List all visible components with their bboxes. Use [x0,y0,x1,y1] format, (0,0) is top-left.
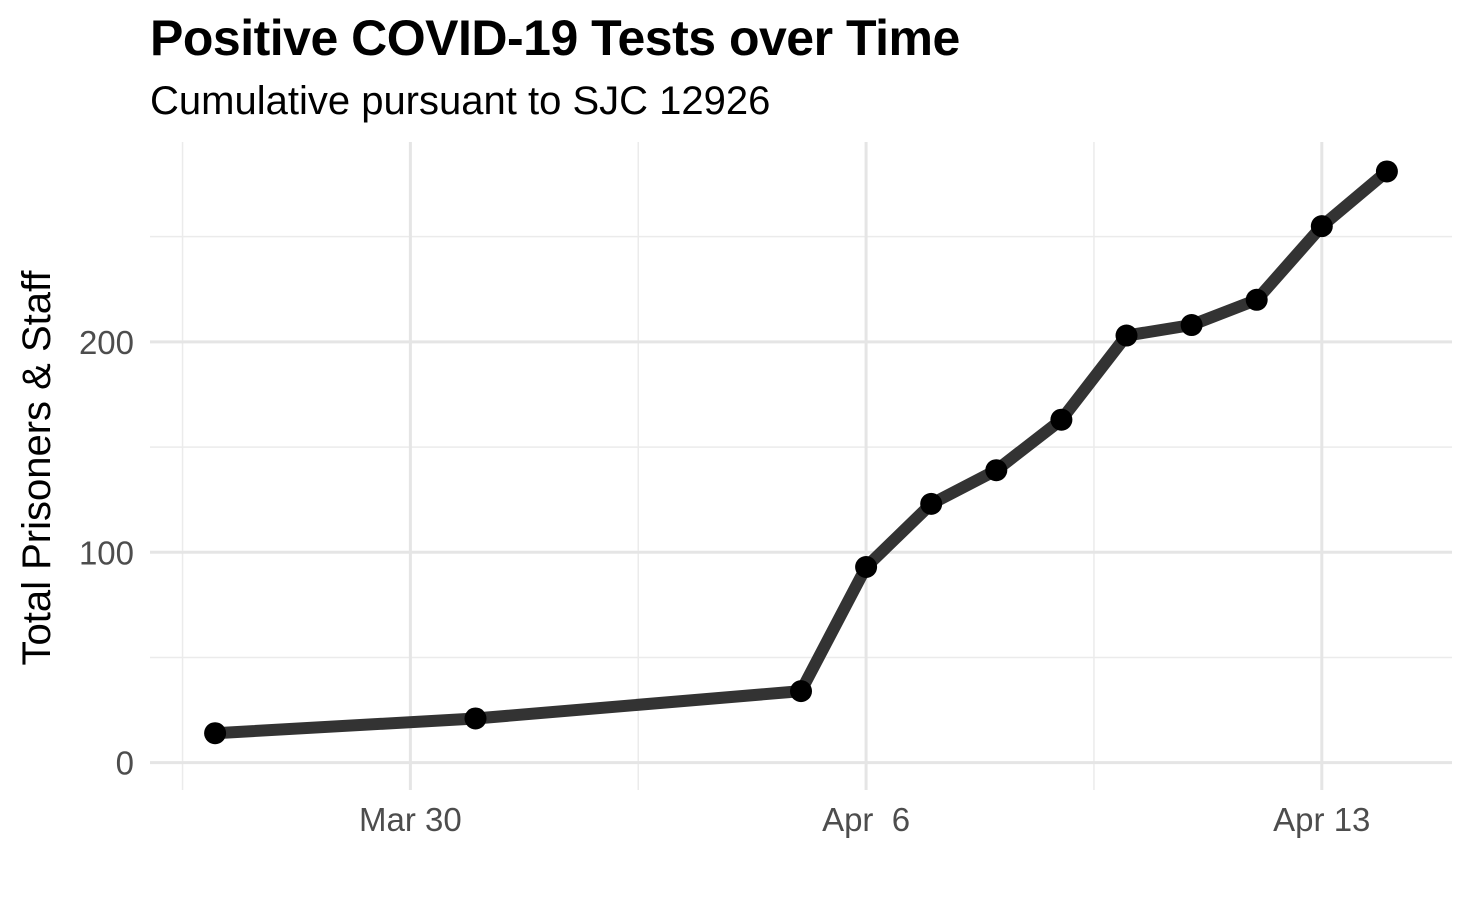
data-point [1050,408,1073,431]
x-tick-label: Apr 6 [822,801,910,838]
data-point [464,707,487,730]
y-axis-title: Total Prisoners & Staff [15,270,59,666]
x-tick-label: Mar 30 [359,801,462,838]
y-tick-label: 200 [79,324,134,361]
data-point [1245,288,1268,311]
data-point [920,492,943,515]
x-tick-label: Apr 13 [1273,801,1370,838]
data-point [790,680,812,703]
y-tick-label: 100 [79,534,134,571]
data-point [1180,314,1203,337]
chart-subtitle: Cumulative pursuant to SJC 12926 [150,79,771,123]
data-point [1375,160,1398,183]
data-point [1310,215,1333,238]
data-point [204,722,227,745]
data-point [985,459,1008,482]
data-point [1115,324,1138,347]
data-point [855,555,878,578]
series-line [214,166,1391,740]
y-tick-label: 0 [116,745,134,782]
chart-title: Positive COVID-19 Tests over Time [150,10,960,66]
